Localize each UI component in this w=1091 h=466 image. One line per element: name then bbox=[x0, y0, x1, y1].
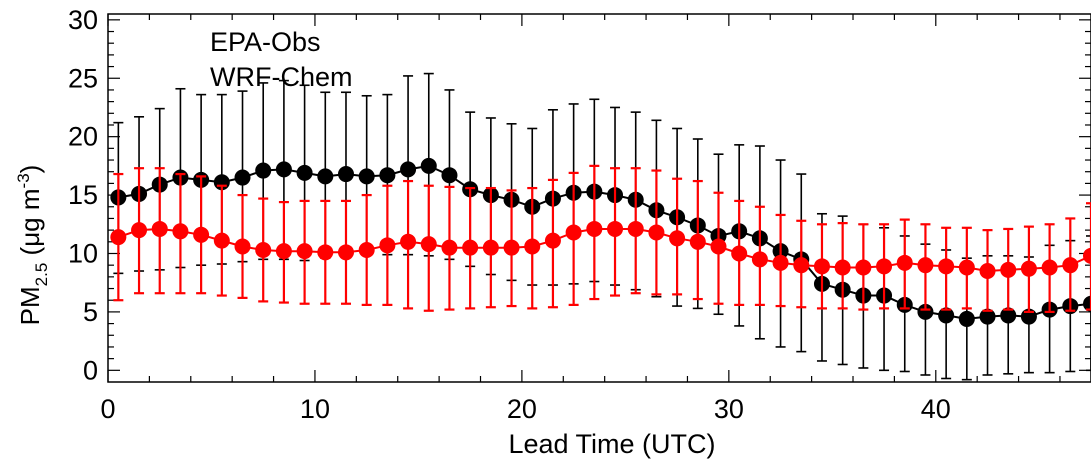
data-point bbox=[793, 257, 810, 274]
data-point bbox=[172, 223, 189, 240]
plot-border bbox=[107, 13, 1091, 383]
data-point bbox=[151, 220, 168, 237]
y-axis: 0 5 10 15 20 25 30 bbox=[68, 5, 1091, 385]
x-tick-label: 40 bbox=[921, 394, 951, 424]
data-point bbox=[131, 222, 148, 239]
y-tick-label: 0 bbox=[83, 355, 98, 385]
y-tick-label: 25 bbox=[68, 63, 98, 93]
y-tick-label: 20 bbox=[68, 122, 98, 152]
data-point bbox=[379, 237, 396, 254]
data-point bbox=[958, 259, 975, 276]
x-tick-label: 0 bbox=[100, 394, 115, 424]
y-axis-label-units-close: ) bbox=[15, 165, 45, 174]
data-point bbox=[358, 168, 375, 185]
data-point bbox=[193, 226, 210, 243]
data-point bbox=[420, 157, 437, 174]
data-point bbox=[855, 259, 872, 276]
data-point bbox=[462, 239, 479, 256]
data-point bbox=[1083, 295, 1091, 312]
data-point bbox=[586, 220, 603, 237]
data-point bbox=[234, 238, 251, 255]
x-tick-label: 20 bbox=[507, 394, 537, 424]
data-point bbox=[275, 161, 292, 178]
data-point bbox=[317, 168, 334, 185]
data-point bbox=[1000, 307, 1017, 324]
data-point bbox=[917, 303, 934, 320]
data-point bbox=[110, 229, 127, 246]
data-point bbox=[751, 251, 768, 268]
data-point bbox=[979, 308, 996, 325]
data-point bbox=[255, 241, 272, 258]
y-tick-label: 10 bbox=[68, 238, 98, 268]
series-wrf-chem bbox=[110, 164, 1091, 314]
data-point bbox=[1041, 259, 1058, 276]
data-point bbox=[358, 241, 375, 258]
data-point bbox=[441, 167, 458, 184]
y-axis-label: PM2.5 (μg m-3) bbox=[14, 165, 51, 326]
y-axis-label-subscript: 2.5 bbox=[32, 263, 51, 287]
data-point bbox=[296, 164, 313, 181]
data-point bbox=[669, 230, 686, 247]
data-point bbox=[482, 239, 499, 256]
data-point bbox=[958, 310, 975, 327]
data-point bbox=[317, 244, 334, 261]
data-point bbox=[1020, 260, 1037, 277]
x-axis-label: Lead Time (UTC) bbox=[508, 429, 715, 459]
data-point bbox=[524, 238, 541, 255]
series-layer bbox=[110, 72, 1091, 381]
x-axis: 0 10 20 30 40 bbox=[100, 14, 1061, 424]
legend-item-wrf-chem: WRF-Chem bbox=[210, 62, 353, 92]
data-point bbox=[731, 245, 748, 262]
data-point bbox=[379, 167, 396, 184]
data-point bbox=[544, 232, 561, 249]
legend-item-epa-obs: EPA-Obs bbox=[210, 27, 321, 57]
data-point bbox=[1000, 261, 1017, 278]
data-point bbox=[772, 254, 789, 271]
plot-frame bbox=[107, 13, 1091, 383]
y-tick-label: 30 bbox=[68, 5, 98, 35]
data-point bbox=[689, 233, 706, 250]
data-point bbox=[896, 254, 913, 271]
data-point bbox=[441, 239, 458, 256]
data-point bbox=[275, 243, 292, 260]
data-point bbox=[565, 224, 582, 241]
y-axis-label-units: (μg m bbox=[15, 188, 45, 262]
y-axis-label-main: PM bbox=[15, 286, 45, 325]
data-point bbox=[648, 224, 665, 241]
data-point bbox=[420, 236, 437, 253]
data-point bbox=[296, 243, 313, 260]
data-point bbox=[710, 238, 727, 255]
data-point bbox=[876, 258, 893, 275]
data-point bbox=[834, 259, 851, 276]
data-point bbox=[255, 162, 272, 179]
data-point bbox=[627, 220, 644, 237]
data-point bbox=[400, 233, 417, 250]
y-axis-label-superscript: -3 bbox=[14, 173, 33, 188]
y-tick-label: 15 bbox=[68, 180, 98, 210]
data-point bbox=[234, 169, 251, 186]
data-point bbox=[213, 232, 230, 249]
data-point bbox=[503, 239, 520, 256]
data-point bbox=[1083, 247, 1091, 264]
x-tick-label: 30 bbox=[714, 394, 744, 424]
data-point bbox=[400, 161, 417, 178]
data-point bbox=[337, 166, 354, 183]
data-point bbox=[938, 307, 955, 324]
x-tick-label: 10 bbox=[300, 394, 330, 424]
data-point bbox=[979, 263, 996, 280]
data-point bbox=[813, 258, 830, 275]
data-point bbox=[337, 244, 354, 261]
y-tick-label: 5 bbox=[83, 297, 98, 327]
data-point bbox=[917, 257, 934, 274]
legend: EPA-Obs WRF-Chem bbox=[210, 27, 353, 92]
data-point bbox=[1062, 257, 1079, 274]
data-point bbox=[938, 258, 955, 275]
data-point bbox=[607, 220, 624, 237]
